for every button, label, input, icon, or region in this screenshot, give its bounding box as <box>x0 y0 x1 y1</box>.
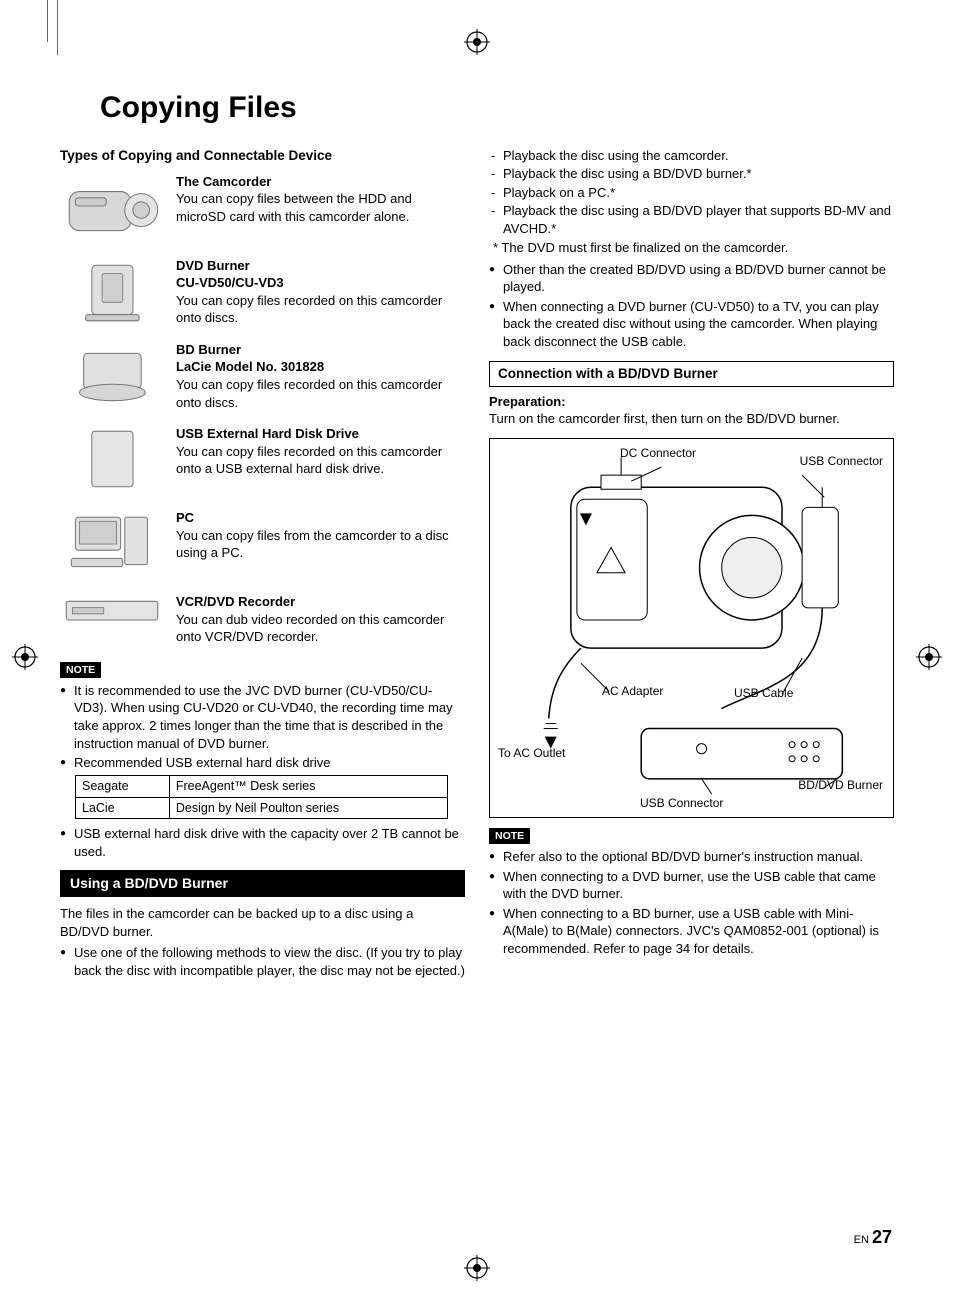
device-title: PC <box>176 509 465 527</box>
burner-intro: The files in the camcorder can be backed… <box>60 905 465 940</box>
note-item: When connecting to a BD burner, use a US… <box>489 905 894 958</box>
page-title: Copying Files <box>100 88 894 129</box>
manual-page: Copying Files Types of Copying and Conne… <box>0 0 954 1301</box>
preparation-body: Turn on the camcorder first, then turn o… <box>489 410 894 428</box>
note-item: Refer also to the optional BD/DVD burner… <box>489 848 894 866</box>
page-number-value: 27 <box>872 1227 892 1247</box>
device-pc: PC You can copy files from the camcorder… <box>60 507 465 579</box>
device-bd-burner: BD Burner LaCie Model No. 301828 You can… <box>60 339 465 411</box>
section-connection: Connection with a BD/DVD Burner <box>489 361 894 387</box>
note-item: When connecting to a DVD burner, use the… <box>489 868 894 903</box>
bullet-item: Other than the created BD/DVD using a BD… <box>489 261 894 296</box>
star-footnote: * The DVD must first be finalized on the… <box>489 239 894 257</box>
crop-mark <box>47 0 48 42</box>
device-text: DVD Burner CU-VD50/CU-VD3 You can copy f… <box>176 255 465 327</box>
note-item: USB external hard disk drive with the ca… <box>60 825 465 860</box>
device-body: You can dub video recorded on this camco… <box>176 611 465 646</box>
device-title: The Camcorder <box>176 173 465 191</box>
right-bullets: Other than the created BD/DVD using a BD… <box>489 261 894 351</box>
device-subtitle: LaCie Model No. 301828 <box>176 358 465 376</box>
table-cell: LaCie <box>76 797 170 819</box>
device-title: BD Burner <box>176 341 465 359</box>
pc-icon <box>60 507 164 579</box>
burner-bullets: Use one of the following methods to view… <box>60 944 465 979</box>
vcr-icon <box>60 591 164 633</box>
right-notes: Refer also to the optional BD/DVD burner… <box>489 848 894 957</box>
device-text: USB External Hard Disk Drive You can cop… <box>176 423 465 495</box>
device-body: You can copy files recorded on this camc… <box>176 443 465 478</box>
device-body: You can copy files between the HDD and m… <box>176 190 465 225</box>
device-text: VCR/DVD Recorder You can dub video recor… <box>176 591 465 646</box>
content-columns: Types of Copying and Connectable Device … <box>60 147 894 982</box>
section-using-burner: Using a BD/DVD Burner <box>60 870 465 897</box>
device-text: The Camcorder You can copy files between… <box>176 171 465 243</box>
registration-target-icon <box>12 644 38 670</box>
playback-methods: Playback the disc using the camcorder. P… <box>489 147 894 238</box>
hdd-table: Seagate FreeAgent™ Desk series LaCie Des… <box>75 775 448 820</box>
column-left: Types of Copying and Connectable Device … <box>60 147 465 982</box>
diagram-label-usb-top: USB Connector <box>800 453 883 469</box>
diagram-label-usb-cable: USB Cable <box>734 685 793 701</box>
bullet-item: Use one of the following methods to view… <box>60 944 465 979</box>
table-cell: FreeAgent™ Desk series <box>169 775 447 797</box>
note-item: Recommended USB external hard disk drive <box>60 754 465 772</box>
device-text: PC You can copy files from the camcorder… <box>176 507 465 579</box>
dash-item: Playback the disc using a BD/DVD burner.… <box>489 165 894 183</box>
diagram-label-to-ac: To AC Outlet <box>498 745 565 761</box>
crop-mark <box>57 0 58 55</box>
device-title: USB External Hard Disk Drive <box>176 425 465 443</box>
table-cell: Seagate <box>76 775 170 797</box>
device-text: BD Burner LaCie Model No. 301828 You can… <box>176 339 465 411</box>
page-number: EN 27 <box>854 1225 892 1249</box>
note-badge: NOTE <box>489 828 530 844</box>
types-heading: Types of Copying and Connectable Device <box>60 147 465 165</box>
registration-target-icon <box>916 644 942 670</box>
device-subtitle: CU-VD50/CU-VD3 <box>176 274 465 292</box>
dvd-burner-icon <box>60 255 164 327</box>
device-title: DVD Burner <box>176 257 465 275</box>
dash-item: Playback on a PC.* <box>489 184 894 202</box>
preparation-label: Preparation: <box>489 394 566 409</box>
column-right: Playback the disc using the camcorder. P… <box>489 147 894 982</box>
note-item: It is recommended to use the JVC DVD bur… <box>60 682 465 752</box>
device-body: You can copy files recorded on this camc… <box>176 376 465 411</box>
device-body: You can copy files recorded on this camc… <box>176 292 465 327</box>
left-notes-2: USB external hard disk drive with the ca… <box>60 825 465 860</box>
registration-target-icon <box>464 1255 490 1281</box>
diagram-label-bd: BD/DVD Burner <box>798 777 883 793</box>
dash-item: Playback the disc using the camcorder. <box>489 147 894 165</box>
connection-diagram: DC Connector USB Connector AC Adapter US… <box>489 438 894 818</box>
bd-burner-icon <box>60 339 164 411</box>
device-title: VCR/DVD Recorder <box>176 593 465 611</box>
left-notes: It is recommended to use the JVC DVD bur… <box>60 682 465 772</box>
table-row: Seagate FreeAgent™ Desk series <box>76 775 448 797</box>
table-row: LaCie Design by Neil Poulton series <box>76 797 448 819</box>
diagram-label-usb-bottom: USB Connector <box>640 795 723 811</box>
note-badge: NOTE <box>60 662 101 678</box>
dash-item: Playback the disc using a BD/DVD player … <box>489 202 894 237</box>
lang-label: EN <box>854 1234 869 1246</box>
diagram-label-ac: AC Adapter <box>602 683 663 699</box>
device-body: You can copy files from the camcorder to… <box>176 527 465 562</box>
diagram-label-dc: DC Connector <box>620 445 696 461</box>
camcorder-icon <box>60 171 164 243</box>
device-usb-hdd: USB External Hard Disk Drive You can cop… <box>60 423 465 495</box>
device-dvd-burner: DVD Burner CU-VD50/CU-VD3 You can copy f… <box>60 255 465 327</box>
table-cell: Design by Neil Poulton series <box>169 797 447 819</box>
registration-target-icon <box>464 29 490 55</box>
device-camcorder: The Camcorder You can copy files between… <box>60 171 465 243</box>
device-vcr: VCR/DVD Recorder You can dub video recor… <box>60 591 465 646</box>
bullet-item: When connecting a DVD burner (CU-VD50) t… <box>489 298 894 351</box>
hdd-icon <box>60 423 164 495</box>
